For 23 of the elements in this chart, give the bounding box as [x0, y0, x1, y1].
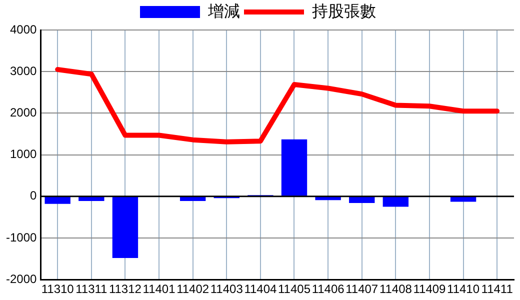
x-tick-label: 11410: [447, 282, 480, 296]
x-tick-label: 11401: [142, 282, 176, 296]
y-tick-label: 4000: [10, 22, 38, 36]
x-tick-label: 11402: [176, 282, 210, 296]
legend-label: 持股張數: [312, 2, 376, 20]
x-tick-label: 11311: [76, 282, 108, 296]
x-tick-label: 11310: [41, 282, 74, 296]
y-tick-label: -2000: [6, 272, 38, 286]
x-tick-label: 11407: [346, 282, 378, 296]
y-tick-label: -1000: [6, 230, 38, 244]
legend-label: 增減: [207, 2, 240, 20]
x-tick-label: 11405: [278, 282, 311, 296]
y-tick-label: 0: [30, 188, 38, 203]
y-tick-label: 1000: [10, 147, 38, 162]
x-tick-label: 11409: [413, 282, 446, 296]
x-tick-label: 11403: [210, 282, 244, 296]
x-tick-label: 11406: [312, 282, 345, 296]
x-tick-label: 11404: [244, 282, 278, 296]
y-tick-label: 2000: [10, 106, 38, 120]
x-tick-label: 11411: [481, 282, 514, 296]
y-tick-label: 3000: [10, 64, 38, 78]
x-tick-label: 11312: [108, 282, 142, 296]
x-tick-label: 11408: [379, 282, 412, 296]
